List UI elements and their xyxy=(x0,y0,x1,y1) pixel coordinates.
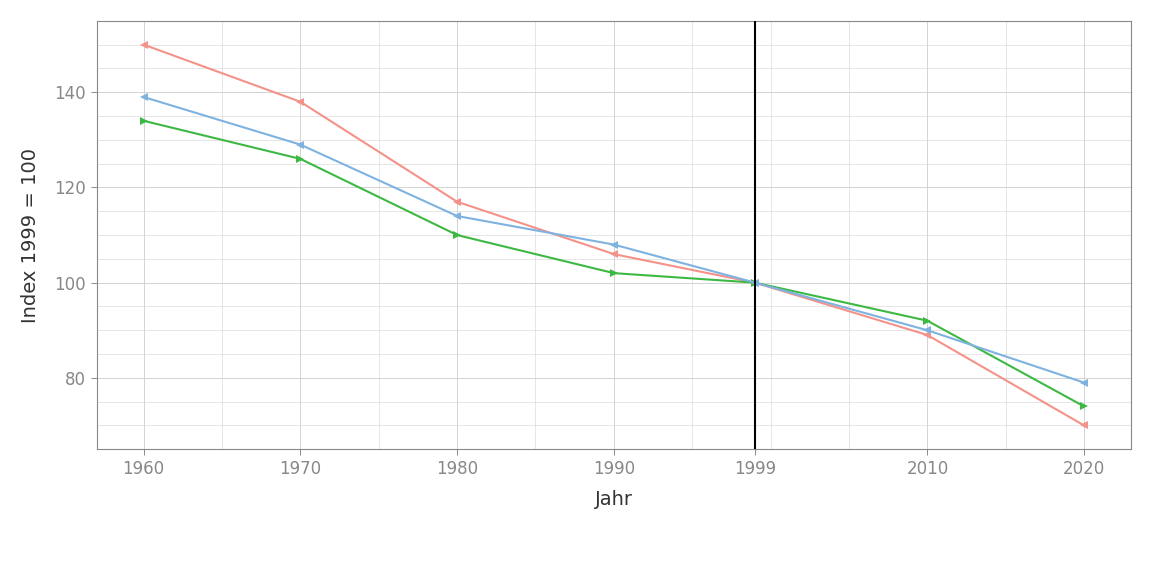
Y-axis label: Index 1999 = 100: Index 1999 = 100 xyxy=(21,147,40,323)
Tirol xyxy=(1077,379,1091,386)
Tirol xyxy=(920,327,934,334)
Line: Bezirk IM: Bezirk IM xyxy=(139,40,1089,430)
Ötztal xyxy=(607,270,621,276)
Line: Tirol: Tirol xyxy=(139,93,1089,387)
Tirol xyxy=(294,141,308,148)
Bezirk IM xyxy=(920,332,934,339)
Ötztal xyxy=(748,279,761,286)
Ötztal xyxy=(137,118,151,124)
Line: Ötztal: Ötztal xyxy=(139,116,1089,411)
X-axis label: Jahr: Jahr xyxy=(594,490,632,509)
Bezirk IM xyxy=(137,41,151,48)
Bezirk IM xyxy=(294,98,308,105)
Bezirk IM xyxy=(748,279,761,286)
Ötztal xyxy=(920,317,934,324)
Tirol xyxy=(450,213,464,219)
Ötztal xyxy=(1077,403,1091,410)
Bezirk IM xyxy=(450,198,464,205)
Ötztal xyxy=(294,156,308,162)
Ötztal xyxy=(450,232,464,238)
Bezirk IM xyxy=(607,251,621,257)
Bezirk IM xyxy=(1077,422,1091,429)
Tirol xyxy=(748,279,761,286)
Tirol xyxy=(137,93,151,100)
Tirol xyxy=(607,241,621,248)
